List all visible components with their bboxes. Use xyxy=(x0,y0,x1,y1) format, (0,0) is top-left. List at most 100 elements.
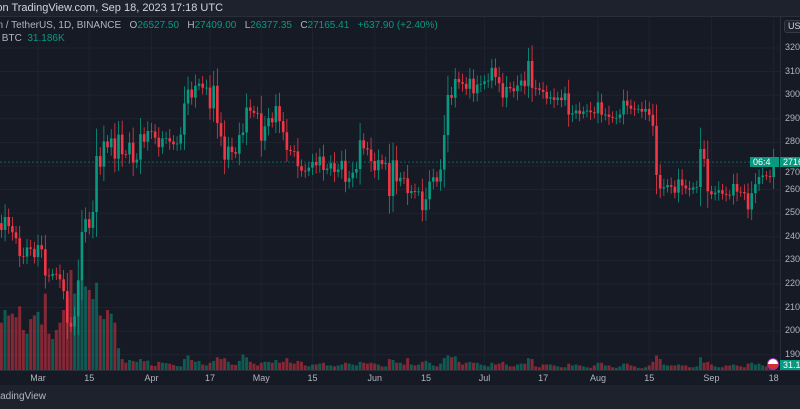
volume-bar xyxy=(395,362,399,370)
volume-bar xyxy=(735,365,739,370)
volume-bar xyxy=(40,324,44,370)
candle-body xyxy=(633,108,636,110)
volume-bar xyxy=(285,358,289,370)
volume-bar xyxy=(193,361,197,370)
volume-bar xyxy=(618,366,622,370)
candle xyxy=(95,128,98,237)
candle-body xyxy=(666,185,669,188)
candle xyxy=(230,137,234,161)
volume-bar xyxy=(739,366,743,370)
candle-body xyxy=(490,67,494,81)
volume-bar xyxy=(318,363,322,370)
candle-body xyxy=(234,152,237,154)
candle-body xyxy=(219,123,223,137)
volume-bar xyxy=(98,315,102,370)
volume-bar xyxy=(607,365,611,370)
candle xyxy=(754,173,757,204)
candle xyxy=(552,88,556,108)
volume-bar xyxy=(709,364,713,370)
volume-bar xyxy=(603,365,607,370)
time-tick-label: 15 xyxy=(84,373,95,383)
volume-bar xyxy=(263,361,267,370)
price-axis[interactable]: 19000 20000 21000 22000 23000 24000 25000 26000… xyxy=(780,17,800,370)
candle-body xyxy=(406,178,409,194)
candle xyxy=(395,145,398,195)
volume-bar xyxy=(248,361,252,370)
symbol-name[interactable]: Bitcoin / TetherUS, 1D, BINANCE xyxy=(0,20,122,31)
candle xyxy=(768,169,772,183)
candle-body xyxy=(388,163,391,196)
volume-bar xyxy=(391,360,395,370)
candle xyxy=(534,79,538,96)
candle-body xyxy=(40,245,43,250)
candle-body xyxy=(362,140,366,149)
candle-body xyxy=(512,88,516,92)
volume-bar xyxy=(62,310,66,370)
volume-bar xyxy=(706,361,710,370)
volume-bar xyxy=(574,364,578,370)
candle-body xyxy=(677,179,680,193)
volume-bar xyxy=(223,358,227,370)
price-tick-label: 20000 xyxy=(785,325,800,336)
candle xyxy=(527,47,530,99)
candle-body xyxy=(278,106,281,122)
candle xyxy=(494,58,497,86)
volume-bar xyxy=(435,366,439,370)
candle-body xyxy=(761,175,764,178)
candle-body xyxy=(765,175,768,177)
candle-body xyxy=(281,121,285,133)
volume-bar xyxy=(47,333,51,370)
candle xyxy=(699,127,702,207)
volume-bar xyxy=(332,366,336,370)
candle-body xyxy=(695,187,699,188)
candle-body xyxy=(582,111,585,114)
volume-bar xyxy=(168,363,172,370)
candle xyxy=(278,92,281,134)
candle-body xyxy=(270,118,274,123)
volume-bar xyxy=(501,361,505,370)
volume-bar xyxy=(658,359,662,370)
volume-bar xyxy=(504,364,508,370)
time-tick-label: 15 xyxy=(420,373,431,383)
volume-bar xyxy=(728,365,732,370)
volume-bar xyxy=(3,310,7,370)
candle-body xyxy=(303,170,307,172)
price-tick-label: 21000 xyxy=(785,301,800,312)
candle-body xyxy=(706,158,710,192)
candle xyxy=(153,124,157,145)
candle-body xyxy=(369,149,373,162)
candle-body xyxy=(113,138,117,159)
candle xyxy=(578,102,581,122)
candle-body xyxy=(150,131,153,132)
price-tick-label: 32000 xyxy=(785,42,800,52)
candle-body xyxy=(161,138,164,148)
volume-bar xyxy=(490,362,494,370)
candle-body xyxy=(300,166,303,171)
volume-bar xyxy=(358,361,362,370)
volume-bar xyxy=(296,360,300,370)
candle-body xyxy=(508,86,512,89)
candle-body xyxy=(256,112,259,114)
currency-button[interactable]: USDT xyxy=(784,20,800,33)
price-tick-label: 25000 xyxy=(785,207,800,218)
candle-body xyxy=(486,80,490,82)
candle-body xyxy=(391,160,395,196)
us-flag-event-icon[interactable] xyxy=(767,358,779,370)
price-chart[interactable] xyxy=(0,17,780,370)
candle-body xyxy=(18,238,21,256)
volume-bar xyxy=(585,367,589,370)
volume-bar xyxy=(640,368,644,370)
time-axis[interactable]: Mar 15 Apr 17 May 15 Jun 15 Jul 17 Aug 15 Sep 18 xyxy=(0,370,800,386)
volume-bar xyxy=(354,365,358,370)
candle-body xyxy=(461,82,464,84)
candle xyxy=(611,111,614,123)
candle-body xyxy=(468,78,472,89)
volume-bar xyxy=(376,364,380,370)
candle xyxy=(234,147,237,159)
candle xyxy=(216,68,219,139)
volume-bar xyxy=(149,365,153,370)
volume-bar xyxy=(157,361,161,370)
volume-bar xyxy=(329,365,333,370)
candle xyxy=(728,190,732,200)
time-tick-label: 17 xyxy=(538,373,549,383)
